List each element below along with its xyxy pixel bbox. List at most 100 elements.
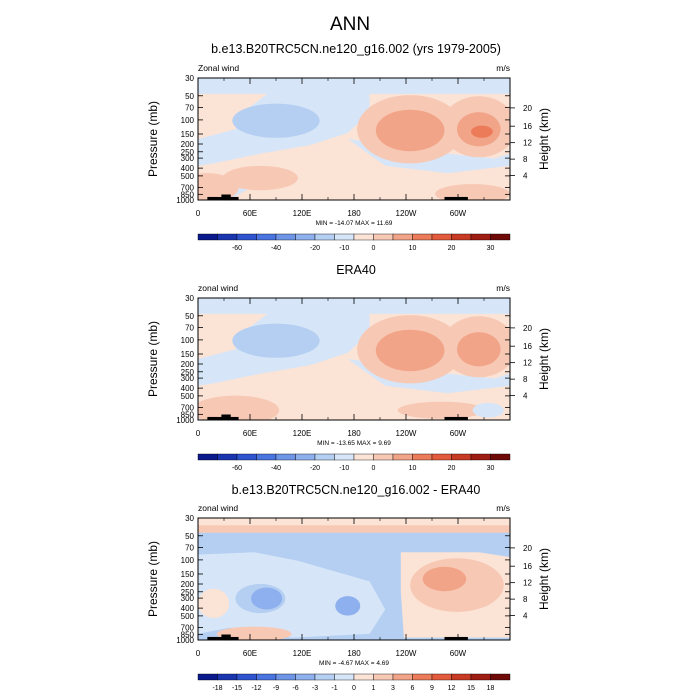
colorbar-swatch bbox=[353, 233, 374, 241]
colorbar-swatch bbox=[275, 233, 296, 241]
y-tick-label: 70 bbox=[185, 323, 194, 332]
colorbar-swatch bbox=[334, 673, 355, 681]
height-tick-label: 16 bbox=[523, 342, 532, 351]
negative-core bbox=[335, 596, 361, 616]
colorbar-swatch bbox=[470, 673, 491, 681]
height-tick-label: 4 bbox=[523, 392, 528, 401]
y-tick-label: 500 bbox=[181, 392, 195, 401]
contour-field bbox=[198, 298, 510, 420]
y-tick-label: 300 bbox=[181, 154, 195, 163]
x-tick-label: 120E bbox=[293, 649, 312, 658]
colorbar-label: -12 bbox=[251, 685, 261, 692]
colorbar-swatch bbox=[314, 233, 335, 241]
y-tick-label: 200 bbox=[181, 580, 195, 589]
colorbar-label: 20 bbox=[448, 465, 456, 472]
field-label: zonal wind bbox=[198, 283, 238, 293]
positive-core bbox=[375, 329, 445, 372]
y-tick-label: 1000 bbox=[176, 416, 194, 425]
x-tick-label: 0 bbox=[196, 209, 201, 218]
weak-negative bbox=[198, 552, 386, 638]
height-tick-label: 8 bbox=[523, 155, 528, 164]
colorbar-label: -40 bbox=[271, 245, 281, 252]
colorbar-label: -60 bbox=[232, 245, 242, 252]
colorbar-swatch bbox=[334, 453, 355, 461]
colorbar-swatch bbox=[236, 233, 257, 241]
colorbar-label: 1 bbox=[372, 685, 376, 692]
colorbar-swatch bbox=[295, 233, 316, 241]
colorbar-swatch bbox=[490, 453, 511, 461]
negative-region bbox=[472, 402, 504, 418]
y-tick-label: 850 bbox=[181, 630, 195, 639]
colorbar-swatch bbox=[353, 453, 374, 461]
y-tick-label: 50 bbox=[185, 532, 194, 541]
colorbar: -18 -15 -12 -9 -6 -3 -1 0 1 3 6 9 12 15 18 bbox=[197, 673, 511, 692]
y-tick-label: 500 bbox=[181, 172, 195, 181]
x-tick-label: 120W bbox=[396, 209, 417, 218]
units-label: m/s bbox=[496, 63, 510, 73]
field-label: zonal wind bbox=[198, 503, 238, 513]
colorbar-swatch bbox=[217, 233, 238, 241]
colorbar-label: 6 bbox=[411, 685, 415, 692]
units-label: m/s bbox=[496, 283, 510, 293]
y-right-axis-title: Height (km) bbox=[537, 108, 551, 170]
colorbar-label: -40 bbox=[271, 465, 281, 472]
colorbar-swatch bbox=[353, 673, 374, 681]
colorbar-swatch bbox=[236, 673, 257, 681]
y-tick-label: 700 bbox=[181, 184, 195, 193]
positive-region bbox=[198, 395, 280, 420]
colorbar-label: 12 bbox=[448, 685, 456, 692]
y-axis-title: Pressure (mb) bbox=[146, 541, 160, 617]
colorbar-swatch bbox=[197, 453, 218, 461]
y-tick-label: 400 bbox=[181, 384, 195, 393]
field-label: Zonal wind bbox=[198, 63, 239, 73]
colorbar-label: -3 bbox=[312, 685, 318, 692]
panel-title: b.e13.B20TRC5CN.ne120_g16.002 - ERA40 bbox=[232, 483, 481, 497]
colorbar-swatch bbox=[217, 453, 238, 461]
y-tick-label: 250 bbox=[181, 588, 195, 597]
colorbar-label: 0 bbox=[372, 465, 376, 472]
x-tick-label: 120E bbox=[293, 429, 312, 438]
colorbar-label: -10 bbox=[339, 245, 349, 252]
y-tick-label: 250 bbox=[181, 368, 195, 377]
positive-region bbox=[222, 165, 298, 191]
x-tick-label: 60E bbox=[243, 209, 257, 218]
colorbar-label: -60 bbox=[232, 465, 242, 472]
colorbar-swatch bbox=[373, 233, 394, 241]
y-tick-label: 850 bbox=[181, 410, 195, 419]
terrain-andes bbox=[444, 196, 468, 200]
height-tick-label: 16 bbox=[523, 562, 532, 571]
colorbar-swatch bbox=[256, 453, 277, 461]
y-tick-label: 250 bbox=[181, 148, 195, 157]
units-label: m/s bbox=[496, 503, 510, 513]
y-tick-label: 300 bbox=[181, 374, 195, 383]
y-tick-label: 30 bbox=[185, 74, 194, 83]
colorbar-label: 3 bbox=[391, 685, 395, 692]
colorbar: -60 -40 -20 -10 0 10 20 30 bbox=[197, 233, 511, 252]
y-tick-label: 150 bbox=[181, 130, 195, 139]
x-tick-label: 60W bbox=[450, 429, 467, 438]
y-tick-label: 70 bbox=[185, 543, 194, 552]
terrain-andes bbox=[444, 416, 468, 420]
positive-core bbox=[422, 566, 467, 592]
height-tick-label: 12 bbox=[523, 579, 532, 588]
y-tick-label: 850 bbox=[181, 190, 195, 199]
colorbar-label: -20 bbox=[310, 465, 320, 472]
y-right-axis-title: Height (km) bbox=[537, 548, 551, 610]
colorbar-swatch bbox=[431, 233, 452, 241]
negative-core bbox=[232, 323, 320, 358]
x-tick-label: 180 bbox=[347, 429, 361, 438]
height-tick-label: 20 bbox=[523, 324, 532, 333]
colorbar-label: -15 bbox=[232, 685, 242, 692]
colorbar-label: 10 bbox=[409, 465, 417, 472]
height-tick-label: 4 bbox=[523, 172, 528, 181]
negative-core bbox=[232, 103, 320, 138]
colorbar-label: 0 bbox=[372, 245, 376, 252]
x-tick-label: 60W bbox=[450, 209, 467, 218]
y-tick-label: 200 bbox=[181, 140, 195, 149]
positive-max bbox=[471, 125, 493, 138]
colorbar-swatch bbox=[392, 453, 413, 461]
positive-region bbox=[435, 184, 510, 200]
colorbar-label: 10 bbox=[409, 245, 417, 252]
x-tick-label: 180 bbox=[347, 649, 361, 658]
